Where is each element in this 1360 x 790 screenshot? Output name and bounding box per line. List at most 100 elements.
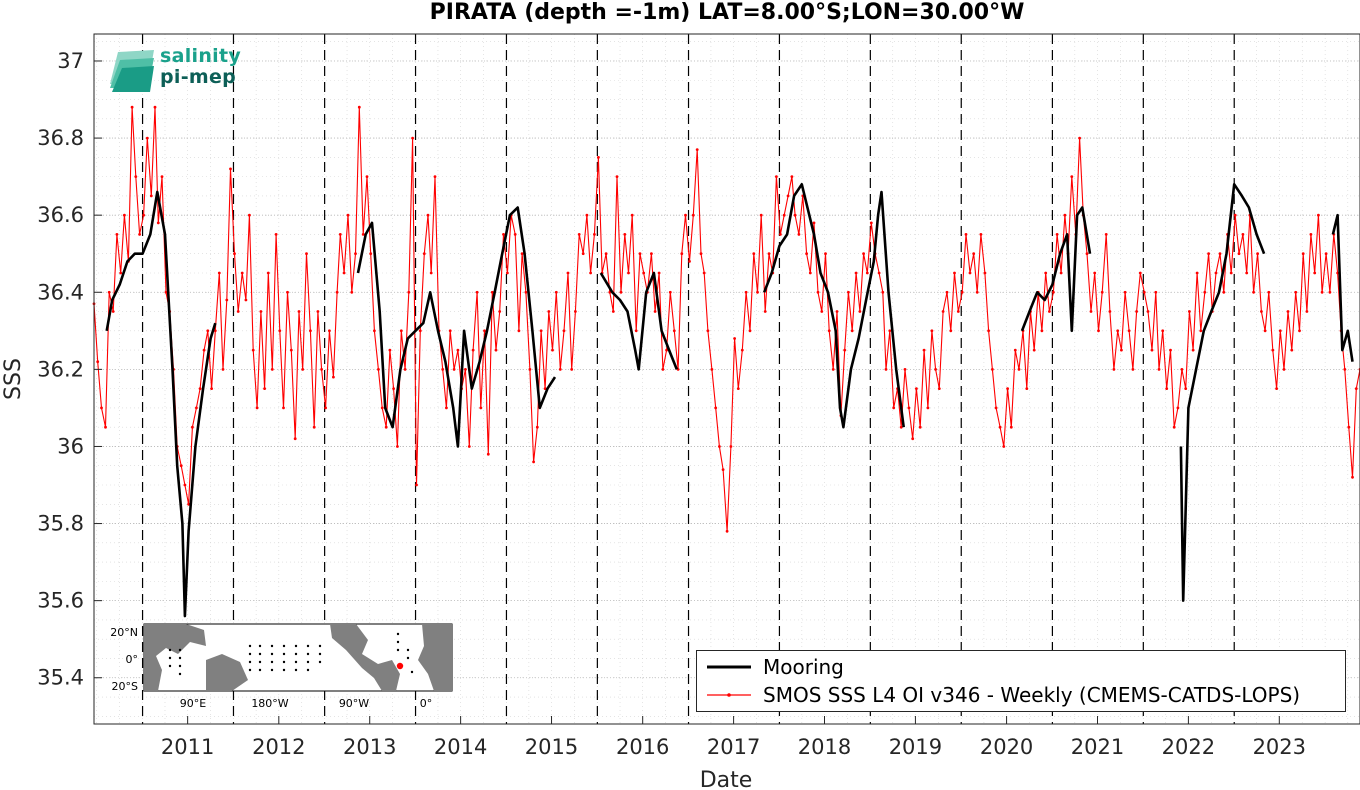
series-point-smos (585, 213, 589, 217)
series-point-smos (918, 425, 922, 429)
series-line-mooring (1179, 183, 1266, 602)
series-point-smos (535, 425, 539, 429)
series-point-smos (528, 368, 532, 371)
legend-label-smos: SMOS SSS L4 OI v346 - Weekly (CMEMS-CATD… (763, 683, 1301, 707)
series-point-smos (972, 252, 976, 256)
series-point-smos (691, 213, 695, 217)
series-point-smos (1040, 329, 1044, 333)
series-point-smos (756, 290, 759, 294)
series-point-smos (1059, 271, 1063, 275)
series-point-smos (956, 310, 960, 313)
series-point-smos (388, 348, 392, 352)
series-point-smos (1013, 348, 1017, 352)
x-tick-label: 2018 (798, 735, 851, 759)
y-tick-label: 36.8 (37, 126, 84, 150)
series-point-smos (767, 252, 771, 256)
series-point-smos (653, 310, 657, 313)
series-point-smos (328, 329, 331, 333)
series-point-smos (558, 368, 562, 371)
series-point-smos (145, 136, 149, 140)
series-point-smos (467, 445, 471, 448)
series-point-smos (445, 406, 448, 410)
series-point-smos (915, 387, 918, 390)
logo-wave-icon (110, 50, 154, 92)
series-point-smos (464, 368, 467, 371)
series-point-smos (1354, 387, 1358, 390)
series-point-smos (1191, 348, 1195, 352)
series-point-smos (827, 329, 831, 333)
series-point-smos (338, 233, 342, 236)
series-point-smos (156, 221, 160, 225)
y-tick-label: 35.4 (37, 666, 84, 690)
series-point-smos (346, 213, 350, 217)
series-point-smos (680, 252, 684, 256)
series-point-smos (160, 175, 164, 179)
series-line-mooring (762, 183, 905, 429)
series-point-smos (324, 406, 327, 410)
series-point-smos (991, 368, 994, 371)
series-point-smos (1263, 329, 1267, 333)
series-point-smos (297, 310, 301, 313)
series-point-smos (847, 290, 850, 294)
y-axis-label: SSS (1, 358, 26, 400)
series-point-smos (1203, 290, 1207, 294)
inset-lon-label-180w: 180°W (251, 697, 288, 710)
chart-title: PIRATA (depth =-1m) LAT=8.00°S;LON=30.00… (429, 0, 1025, 25)
series-point-smos (597, 156, 600, 159)
series-point-smos (179, 464, 183, 468)
series-point-smos (210, 387, 214, 390)
series-point-smos (282, 406, 285, 410)
series-point-smos (793, 213, 797, 217)
series-point-smos (270, 368, 274, 371)
series-point-smos (354, 252, 357, 256)
series-point-smos (706, 329, 710, 333)
series-point-smos (1199, 329, 1203, 333)
series-point-smos (1313, 271, 1317, 275)
series-point-smos (941, 310, 945, 313)
series-point-smos (593, 233, 596, 236)
series-point-smos (483, 329, 486, 333)
series-point-smos (930, 329, 934, 333)
y-tick-label: 36 (57, 434, 84, 458)
series-point-smos (266, 271, 270, 275)
series-point-smos (479, 406, 483, 410)
series-point-smos (865, 271, 869, 275)
series-point-smos (835, 310, 839, 313)
series-point-smos (1237, 252, 1241, 256)
series-point-smos (1320, 290, 1324, 294)
series-point-smos (740, 348, 744, 352)
series-point-smos (574, 310, 577, 313)
y-tick-label: 35.6 (37, 589, 84, 613)
series-point-smos (630, 213, 634, 217)
inset-landmass-africa-asia (144, 624, 206, 691)
inset-lon-label-90e: 90°E (180, 697, 206, 710)
series-point-smos (899, 425, 903, 429)
series-point-smos (1328, 290, 1332, 294)
x-tick-label: 2015 (525, 735, 578, 759)
series-point-smos (411, 136, 414, 140)
series-point-smos (779, 233, 782, 236)
series-point-smos (1267, 290, 1271, 294)
series-point-smos (634, 329, 638, 333)
series-point-smos (164, 290, 168, 294)
series-point-smos (858, 310, 862, 313)
series-point-smos (733, 337, 736, 340)
series-point-smos (911, 437, 915, 441)
series-point-smos (316, 310, 320, 313)
series-point-smos (782, 213, 786, 217)
series-point-smos (862, 252, 865, 256)
series-point-smos (1055, 233, 1059, 236)
series-point-smos (191, 425, 194, 429)
series-point-smos (1195, 271, 1199, 275)
series-point-smos (1351, 475, 1354, 479)
x-tick-label: 2013 (343, 735, 396, 759)
x-tick-label: 2019 (889, 735, 942, 759)
series-point-smos (369, 252, 373, 256)
series-point-smos (1108, 310, 1112, 313)
series-point-smos (790, 175, 794, 179)
axis-ticks: 35.4 35.6 35.8 36 36.2 36.4 36.6 36.8 37 2011 2012… (37, 49, 1306, 759)
series-point-smos (786, 194, 790, 198)
series-point-smos (1176, 406, 1180, 410)
series-point-smos (589, 271, 592, 275)
location-inset-map: 20°N 0° 20°S 90°E 180°W 90°W 0° (100, 620, 456, 712)
